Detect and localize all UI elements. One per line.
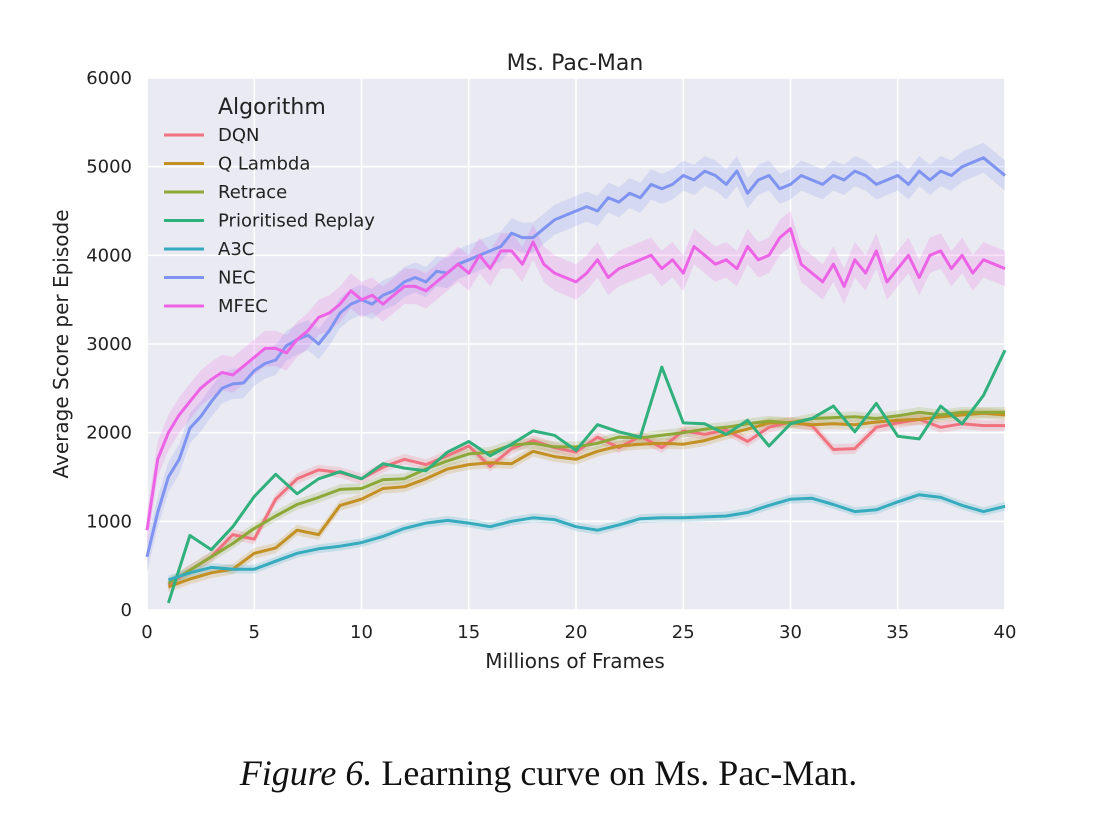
band-mfec — [147, 211, 1005, 548]
x-tick-label: 15 — [457, 622, 480, 643]
legend-label-mfec: MFEC — [218, 296, 268, 317]
legend-label-nec: NEC — [218, 268, 255, 289]
caption-label: Figure 6. — [239, 753, 373, 793]
y-tick-label: 5000 — [86, 157, 132, 178]
x-tick-label: 25 — [672, 622, 695, 643]
line-mfec — [145, 227, 1006, 531]
x-tick-label: 10 — [350, 622, 373, 643]
y-tick-label: 0 — [121, 600, 132, 621]
legend-label-dqn: DQN — [218, 125, 260, 146]
y-axis-ticks: 0 1000 2000 3000 4000 5000 6000 — [86, 68, 132, 621]
y-tick-label: 4000 — [86, 245, 132, 266]
band-dqn — [168, 414, 1005, 591]
legend-items: DQN Q Lambda Retrace Prioritised Replay A3C N… — [164, 125, 375, 317]
x-tick-label: 0 — [141, 622, 152, 643]
line-prioritised-replay — [166, 349, 1007, 604]
x-tick-label: 20 — [565, 622, 588, 643]
figure-caption: Figure 6. Learning curve on Ms. Pac-Man. — [0, 752, 1097, 794]
band-nec — [147, 142, 1005, 572]
x-tick-label: 30 — [779, 622, 802, 643]
y-tick-label: 6000 — [86, 68, 132, 89]
series-lines — [145, 156, 1007, 604]
y-axis-label: Average Score per Episode — [49, 210, 73, 479]
legend-title: Algorithm — [218, 95, 326, 120]
x-axis-ticks: 0 5 10 15 20 25 30 35 40 — [141, 622, 1016, 643]
x-tick-label: 5 — [249, 622, 260, 643]
caption-text: Learning curve on Ms. Pac-Man. — [381, 753, 858, 793]
x-axis-label: Millions of Frames — [485, 649, 665, 673]
legend: Algorithm DQN Q Lambda Retrace Prioritised … — [164, 95, 375, 317]
line-a3c — [167, 493, 1006, 582]
line-nec — [145, 156, 1006, 558]
x-tick-label: 35 — [886, 622, 909, 643]
line-q-lambda — [167, 411, 1006, 589]
grid-lines — [146, 77, 1006, 611]
y-tick-label: 2000 — [86, 423, 132, 444]
y-tick-label: 1000 — [86, 511, 132, 532]
legend-label-q-lambda: Q Lambda — [218, 154, 310, 175]
y-tick-label: 3000 — [86, 334, 132, 355]
legend-label-prioritised-replay: Prioritised Replay — [218, 211, 375, 232]
x-tick-label: 40 — [994, 622, 1017, 643]
chart-title: Ms. Pac-Man — [507, 51, 644, 76]
legend-label-a3c: A3C — [218, 239, 254, 260]
legend-label-retrace: Retrace — [218, 182, 287, 203]
